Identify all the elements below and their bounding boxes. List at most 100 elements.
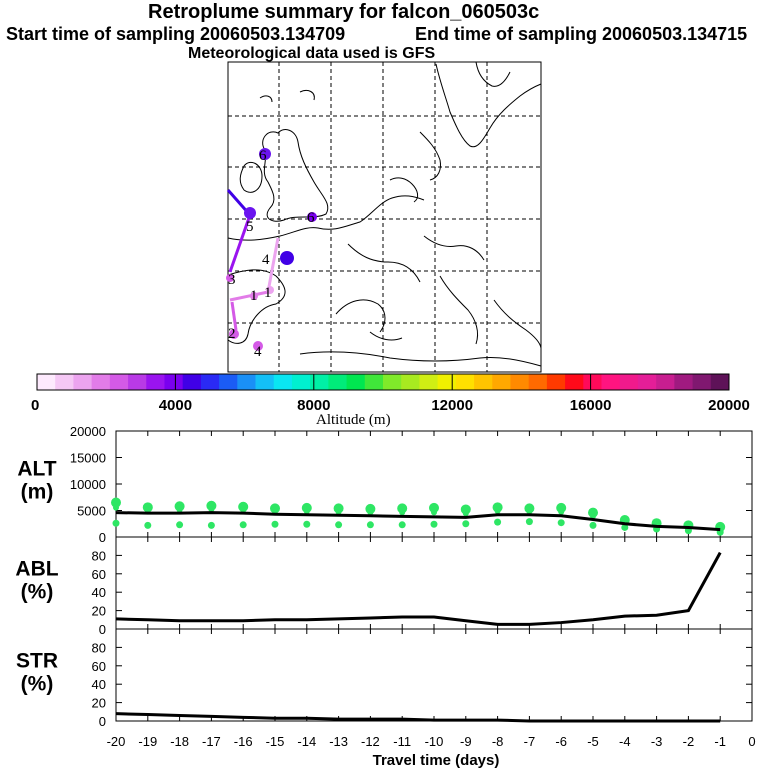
plume-point — [557, 519, 565, 527]
colorbar-swatch — [146, 374, 165, 390]
plume-point — [398, 521, 406, 529]
plume-point — [144, 521, 152, 529]
colorbar-swatch — [401, 374, 420, 390]
series-line — [115, 511, 721, 532]
x-tick-label: 0 — [748, 734, 755, 749]
colorbar-tick-label: 4000 — [159, 397, 192, 414]
plume-point — [240, 506, 247, 513]
plume-point — [526, 508, 533, 515]
y-tick-label: 80 — [92, 548, 106, 563]
colorbar-swatch — [492, 374, 511, 390]
colorbar-swatch — [237, 374, 256, 390]
panel-alt: 0 5000 10000 15000 20000 ALT(m) — [17, 424, 753, 545]
colorbar-swatch — [692, 374, 712, 390]
plume-point — [335, 508, 342, 515]
colorbar-swatch — [437, 374, 457, 390]
map-marker: 3 — [226, 272, 236, 288]
x-tick-label: -15 — [266, 734, 285, 749]
colorbar-swatch — [73, 374, 93, 390]
colorbar-swatch — [656, 374, 675, 390]
x-tick-label: -20 — [107, 734, 126, 749]
colorbar-tick-label: 20000 — [708, 397, 750, 414]
y-tick-label: 20 — [92, 604, 106, 619]
x-tick-label: -9 — [460, 734, 472, 749]
panel-frame — [115, 628, 753, 722]
y-tick-label: 0 — [99, 714, 106, 729]
colorbar-swatch — [128, 374, 147, 390]
colorbar-swatch — [346, 374, 366, 390]
plume-point — [462, 520, 470, 528]
plume-point — [112, 519, 120, 527]
plume-point — [494, 508, 501, 515]
plume-point — [399, 509, 406, 516]
colorbar-swatch — [273, 374, 293, 390]
map-marker: 6 — [259, 148, 271, 164]
colorbar-axis-label: Altitude (m) — [316, 412, 391, 428]
colorbar-swatch — [455, 374, 475, 390]
y-tick-label: 20 — [92, 696, 106, 711]
x-tick-label: -7 — [524, 734, 536, 749]
plume-point — [589, 521, 597, 529]
colorbar-swatch — [474, 374, 493, 390]
plume-point — [621, 523, 629, 531]
y-tick-label: 10000 — [70, 477, 106, 492]
map-marker: 4 — [253, 341, 263, 360]
colorbar-swatch — [291, 374, 311, 390]
colorbar-swatch — [328, 374, 347, 390]
colorbar-swatch — [200, 374, 220, 390]
colorbar-tick-label: 0 — [31, 397, 39, 414]
series-line — [115, 551, 722, 626]
x-tick-label: -17 — [202, 734, 221, 749]
colorbar-swatch — [310, 374, 329, 390]
plume-point — [366, 521, 374, 529]
colorbar-swatch — [710, 374, 730, 390]
y-tick-label: 60 — [92, 659, 106, 674]
meteorological-data-label: Meteorological data used is GFS — [188, 45, 436, 62]
plume-point — [207, 521, 215, 529]
colorbar-swatch — [109, 374, 129, 390]
colorbar-swatch — [55, 374, 74, 390]
plume-point — [590, 513, 596, 520]
colorbar-swatch — [510, 374, 530, 390]
map-marker: 4 — [262, 251, 294, 268]
plume-point — [303, 508, 310, 515]
panel-label: (%) — [21, 673, 54, 696]
y-tick-label: 5000 — [77, 504, 106, 519]
time-series-panels: 05000100001500020000ALT(m)020406080ABL(%… — [15, 424, 755, 768]
colorbar-swatch — [674, 374, 693, 390]
colorbar-swatch — [601, 374, 621, 390]
x-tick-label: -1 — [714, 734, 726, 749]
plume-point — [176, 506, 183, 513]
plume-point — [431, 509, 437, 516]
colorbar-swatch — [383, 374, 402, 390]
x-tick-label: -2 — [683, 734, 695, 749]
plume-point — [429, 502, 439, 513]
colorbar-tick-label: 16000 — [570, 397, 612, 414]
map-marker-label: 4 — [254, 344, 262, 360]
map-marker: 6 — [307, 210, 317, 226]
y-tick-label: 0 — [99, 622, 106, 637]
colorbar-swatch — [182, 374, 202, 390]
colorbar-frame — [36, 373, 730, 391]
colorbar-tick-label: 12000 — [431, 397, 473, 414]
start-time-label: Start time of sampling 20060503.134709 — [6, 24, 346, 44]
plume-point — [367, 509, 374, 516]
colorbar-swatch — [364, 374, 384, 390]
plume-point — [271, 520, 279, 528]
map-marker: 1 — [264, 285, 274, 301]
y-tick-label: 40 — [92, 585, 106, 600]
panel-label: (%) — [21, 581, 54, 604]
panel-label: ALT — [17, 458, 56, 481]
x-tick-label: -12 — [361, 734, 380, 749]
map-marker: 1 — [250, 288, 258, 304]
x-tick-label: -13 — [329, 734, 348, 749]
colorbar-swatch — [583, 374, 602, 390]
colorbar-swatch — [619, 374, 639, 390]
y-tick-label: 60 — [92, 567, 106, 582]
x-tick-label: -16 — [234, 734, 253, 749]
plume-point — [303, 520, 311, 528]
colorbar-swatch — [637, 374, 657, 390]
x-tick-label: -8 — [492, 734, 504, 749]
colorbar-swatch — [546, 374, 566, 390]
